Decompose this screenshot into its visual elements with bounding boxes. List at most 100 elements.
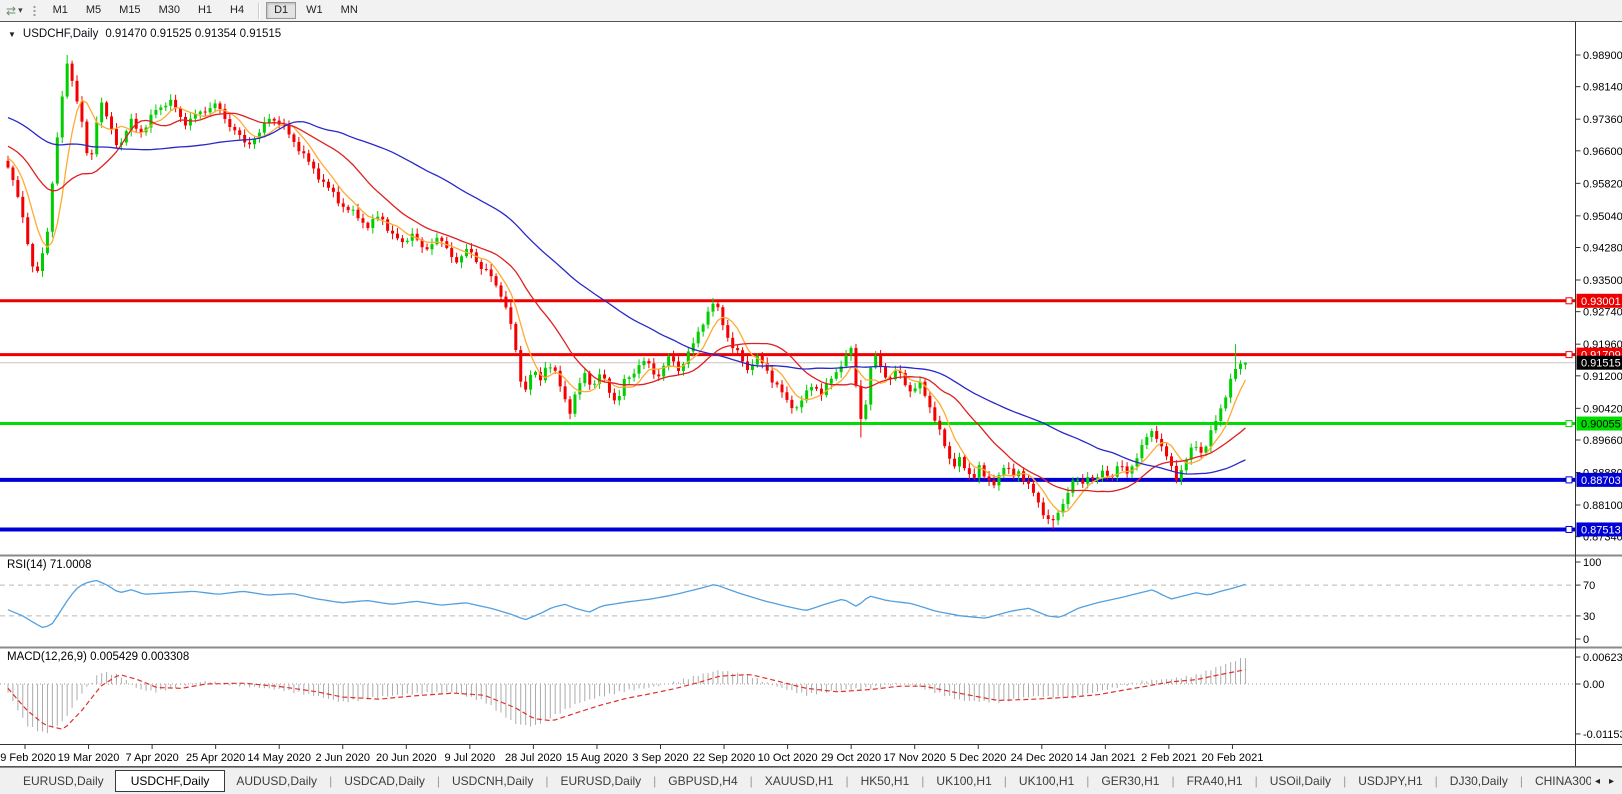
svg-text:0.96600: 0.96600 [1583,146,1622,158]
tab-scroll-left-icon[interactable]: ◂ [1594,776,1600,787]
price-badges: 0.930010.917090.900550.887030.875130.915… [1565,293,1622,537]
tab-separator: | [1254,774,1258,788]
svg-text:0.88703: 0.88703 [1581,475,1621,487]
svg-text:20 Jun 2020: 20 Jun 2020 [376,752,437,764]
svg-text:9 Jul 2020: 9 Jul 2020 [444,752,495,764]
svg-text:15 Aug 2020: 15 Aug 2020 [566,752,628,764]
chart-tab-usdjpy-h1[interactable]: USDJPY,H1 [1358,774,1423,788]
tab-separator: | [1519,774,1523,788]
svg-text:22 Sep 2020: 22 Sep 2020 [693,752,755,764]
price-axis: 0.98900 0.98140 0.97360 0.96600 0.95820 0.950… [1575,50,1622,741]
tab-separator: | [1003,774,1007,788]
svg-text:0.92740: 0.92740 [1583,307,1622,319]
toolbar-separator [258,2,261,19]
svg-text:0.006237: 0.006237 [1583,652,1622,664]
svg-text:0.90055: 0.90055 [1581,419,1621,431]
timeframe-button-w1[interactable]: W1 [306,4,323,16]
svg-text:0.90420: 0.90420 [1583,403,1622,415]
timeframe-button-m1[interactable]: M1 [52,4,68,16]
toolbar-grip[interactable] [31,3,37,18]
chart-symbol-title: ▼ USDCHF,Daily 0.91470 0.91525 0.91354 0… [8,28,281,40]
tab-separator: | [545,774,549,788]
chart-tab-uk100-h1[interactable]: UK100,H1 [936,774,992,788]
svg-text:29 Oct 2020: 29 Oct 2020 [821,752,881,764]
timeframe-button-d1[interactable]: D1 [266,2,297,19]
svg-text:0.88100: 0.88100 [1583,500,1622,512]
chart-tab-xauusd-h1[interactable]: XAUUSD,H1 [764,774,834,788]
chart-tab-eurusd-daily[interactable]: EURUSD,Daily [23,774,104,788]
symbol-label: USDCHF,Daily [22,28,99,40]
chart-tab-gbpusd-h4[interactable]: GBPUSD,H4 [668,774,738,788]
horizontal-level-lines [0,299,1575,532]
macd-indicator-label: MACD(12,26,9) 0.005429 0.003308 [7,651,190,663]
timeframe-buttons: M1 M5 M15 M30 H1 H4 D1 W1 MN [44,2,367,19]
svg-text:70: 70 [1583,580,1595,592]
svg-text:100: 100 [1583,557,1601,569]
svg-text:0.93500: 0.93500 [1583,275,1622,287]
svg-text:5 Dec 2020: 5 Dec 2020 [950,752,1006,764]
timeframe-button-h4[interactable]: H4 [230,4,245,16]
svg-text:20 Feb 2021: 20 Feb 2021 [1202,752,1264,764]
svg-text:0.89660: 0.89660 [1583,435,1622,447]
moving-average-18 [7,112,1246,493]
svg-text:7 Apr 2020: 7 Apr 2020 [125,752,178,764]
chart-tab-usdchf-daily[interactable]: USDCHF,Daily [114,770,226,792]
svg-text:30: 30 [1583,611,1595,623]
chart-canvas[interactable]: 0.98900 0.98140 0.97360 0.96600 0.95820 0.950… [0,21,1622,767]
tab-separator: | [329,774,333,788]
svg-text:0.87513: 0.87513 [1581,524,1621,536]
candlestick-series [6,55,1247,530]
svg-text:19 Mar 2020: 19 Mar 2020 [58,752,120,764]
svg-text:0.97360: 0.97360 [1583,114,1622,126]
moving-average-50 [7,117,1246,475]
timeframe-button-mn[interactable]: MN [340,4,358,16]
svg-text:0.91200: 0.91200 [1583,371,1622,383]
svg-text:28 Jul 2020: 28 Jul 2020 [505,752,562,764]
svg-text:-0.011534: -0.011534 [1583,729,1622,741]
svg-text:14 May 2020: 14 May 2020 [247,752,311,764]
svg-text:0.94280: 0.94280 [1583,243,1622,255]
chart-tab-usdcnh-daily[interactable]: USDCNH,Daily [452,774,534,788]
tab-scroll-right-icon[interactable]: ▸ [1608,776,1614,787]
tab-separator: | [653,774,657,788]
chart-tab-fra40-h1[interactable]: FRA40,H1 [1186,774,1243,788]
time-axis: 29 Feb 2020 19 Mar 2020 7 Apr 2020 25 Apr 2… [0,745,1263,764]
svg-text:14 Jan 2021: 14 Jan 2021 [1075,752,1136,764]
chart-tab-audusd-daily[interactable]: AUDUSD,Daily [236,774,318,788]
dropdown-caret-icon[interactable]: ▾ [18,5,23,15]
timeframe-button-m30[interactable]: M30 [158,4,180,16]
tab-separator: | [1343,774,1347,788]
svg-text:0.95820: 0.95820 [1583,178,1622,190]
svg-text:0: 0 [1583,634,1589,646]
pan-arrows-icon[interactable]: ⇄ [6,3,17,18]
chart-tab-usdcad-daily[interactable]: USDCAD,Daily [344,774,425,788]
svg-text:29 Feb 2020: 29 Feb 2020 [0,752,56,764]
collapse-arrow-icon[interactable]: ▼ [8,29,16,39]
macd-histogram [7,658,1246,734]
chart-window: 0.98900 0.98140 0.97360 0.96600 0.95820 0.950… [0,21,1622,767]
chart-tab-uk100-h1[interactable]: UK100,H1 [1018,774,1075,788]
timeframe-toolbar: ⇄ ▾ M1 M5 M15 M30 H1 H4 D1 W1 MN [0,0,1622,22]
chart-tab-usoil-daily[interactable]: USOil,Daily [1269,774,1332,788]
svg-text:0.98140: 0.98140 [1583,82,1622,94]
tab-separator: | [1434,774,1438,788]
chart-tab-dj30-daily[interactable]: DJ30,Daily [1449,774,1508,788]
rsi-line [7,579,1246,629]
tab-separator: | [845,774,849,788]
svg-text:25 Apr 2020: 25 Apr 2020 [186,752,245,764]
timeframe-button-h1[interactable]: H1 [197,4,213,16]
chart-tabbar: EURUSD,Daily USDCHF,Daily AUDUSD,Daily | USD… [0,767,1622,794]
svg-text:3 Sep 2020: 3 Sep 2020 [632,752,688,764]
chart-tab-ger30-h1[interactable]: GER30,H1 [1101,774,1160,788]
svg-text:0.98900: 0.98900 [1583,50,1622,62]
timeframe-button-m15[interactable]: M15 [119,4,141,16]
tab-separator: | [436,774,440,788]
timeframe-button-m5[interactable]: M5 [85,4,102,16]
svg-text:0.91515: 0.91515 [1581,358,1621,370]
chart-tab-hk50-h1[interactable]: HK50,H1 [860,774,910,788]
tab-separator: | [1171,774,1175,788]
svg-text:10 Oct 2020: 10 Oct 2020 [758,752,818,764]
chart-tab-eurusd-daily[interactable]: EURUSD,Daily [560,774,642,788]
svg-text:2 Feb 2021: 2 Feb 2021 [1141,752,1197,764]
ohlc-values: 0.91470 0.91525 0.91354 0.91515 [105,28,282,40]
